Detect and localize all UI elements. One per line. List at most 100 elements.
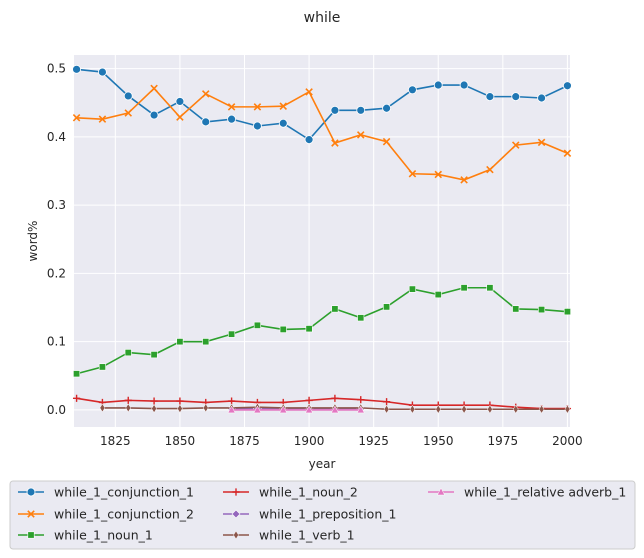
data-point <box>124 349 132 357</box>
data-point <box>487 404 493 414</box>
data-point <box>231 509 241 519</box>
data-point <box>357 396 365 404</box>
data-point <box>175 97 185 106</box>
series-line <box>76 286 568 375</box>
series-while-1-conjunction-1 <box>72 64 572 145</box>
data-point <box>149 110 159 120</box>
data-point <box>434 170 443 179</box>
data-point <box>383 404 390 414</box>
data-point <box>176 338 184 346</box>
data-point <box>124 109 133 117</box>
data-point <box>279 405 288 414</box>
data-point <box>72 394 81 402</box>
data-point <box>98 363 106 371</box>
data-point <box>176 113 184 121</box>
x-tick-label: 1975 <box>488 434 519 448</box>
x-tick-label: 2000 <box>552 434 583 448</box>
data-point <box>563 81 572 91</box>
data-point <box>228 330 236 338</box>
data-point <box>330 405 339 414</box>
data-point <box>151 404 157 414</box>
data-point <box>511 92 521 102</box>
data-point <box>486 284 494 292</box>
data-point <box>150 351 158 359</box>
data-point <box>383 303 391 311</box>
data-point <box>485 92 495 102</box>
legend-label: while_1_conjunction_1 <box>54 485 194 500</box>
data-point <box>202 403 209 413</box>
legend-item: while_1_noun_2 <box>223 485 358 500</box>
data-point <box>538 306 546 314</box>
data-point <box>564 404 571 414</box>
y-tick-label: 0.1 <box>47 335 66 349</box>
data-point <box>305 405 314 414</box>
data-point <box>27 531 35 539</box>
data-point <box>563 308 571 316</box>
series-while-1-noun-2 <box>72 394 572 413</box>
data-point <box>331 139 339 147</box>
series-while-1-relative-adverb-1 <box>227 405 365 414</box>
data-point <box>232 488 240 496</box>
data-point <box>330 105 340 115</box>
x-tick-label: 1900 <box>294 434 325 448</box>
data-point <box>356 405 365 414</box>
x-axis-label: year <box>309 457 336 471</box>
data-point <box>124 396 132 404</box>
x-tick-label: 1825 <box>100 434 131 448</box>
data-point <box>460 176 468 184</box>
y-axis-label: word% <box>26 221 40 262</box>
legend-item: while_1_conjunction_2 <box>18 507 194 522</box>
data-point <box>512 305 520 313</box>
data-point <box>537 93 546 103</box>
data-point <box>201 90 210 98</box>
data-point <box>253 405 262 414</box>
series-line <box>76 68 568 141</box>
data-point <box>72 64 81 74</box>
legend-label: while_1_verb_1 <box>259 528 355 543</box>
legend-label: while_1_noun_1 <box>54 528 153 543</box>
data-point <box>176 397 184 405</box>
x-tick-label: 1950 <box>423 434 454 448</box>
data-point <box>278 118 288 128</box>
y-tick-label: 0.0 <box>47 403 66 417</box>
y-tick-label: 0.4 <box>47 130 66 144</box>
data-point <box>253 321 261 329</box>
data-point <box>435 404 442 414</box>
data-point <box>331 305 339 313</box>
legend-item: while_1_relative adverb_1 <box>428 485 626 500</box>
data-point <box>123 91 133 101</box>
y-tick-label: 0.2 <box>47 266 66 280</box>
data-point <box>305 325 313 333</box>
data-point <box>26 487 36 497</box>
series-while-1-conjunction-2 <box>72 84 572 184</box>
data-point <box>563 149 572 158</box>
data-point <box>27 510 35 518</box>
data-point <box>201 117 211 127</box>
data-point <box>356 105 366 115</box>
data-point <box>486 165 494 174</box>
data-point <box>98 67 107 77</box>
data-point <box>202 338 210 346</box>
data-point <box>356 131 365 139</box>
y-axis-ticks: 0.0 0.1 0.2 0.3 0.4 0.5 <box>47 62 66 417</box>
x-tick-label: 1850 <box>165 434 196 448</box>
data-point <box>98 115 107 123</box>
data-point <box>537 138 546 147</box>
data-point <box>305 396 313 404</box>
data-point <box>331 394 339 402</box>
legend-item: while_1_noun_1 <box>18 528 153 543</box>
x-tick-label: 1925 <box>358 434 389 448</box>
data-point <box>408 170 417 178</box>
data-point <box>72 114 81 122</box>
grid-lines <box>74 55 570 427</box>
data-point <box>408 285 416 293</box>
data-point <box>460 284 468 292</box>
x-tick-label: 1875 <box>229 434 260 448</box>
data-point <box>357 314 365 322</box>
legend-label: while_1_noun_2 <box>259 485 358 500</box>
data-point <box>227 114 236 124</box>
chart-title: while <box>304 10 341 26</box>
legend-item: while_1_preposition_1 <box>223 507 396 522</box>
series-group <box>72 64 572 414</box>
